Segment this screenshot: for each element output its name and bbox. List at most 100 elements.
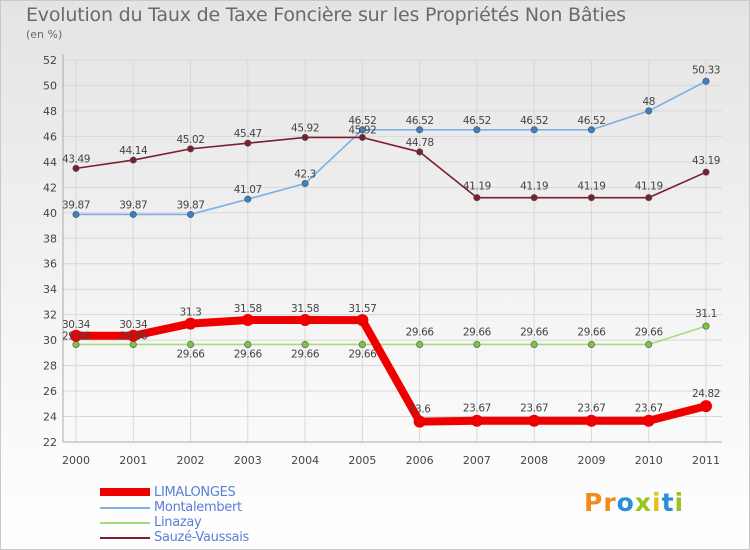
line-chart: 22 24 26 28 30 32 34 36 38 40 42 44 46 48 50 52 2000 2001…: [43, 54, 722, 467]
data-label-sauz-vaussais: 41.19: [635, 181, 663, 193]
data-label-linazay: 29.66: [463, 326, 492, 338]
chart-title: Evolution du Taux de Taxe Foncière sur l…: [26, 4, 626, 26]
data-label-linazay: 31.1: [695, 308, 717, 320]
data-point-limalonges: [528, 414, 541, 427]
data-point-limalonges: [299, 314, 312, 327]
legend-label: Sauzé-Vaussais: [154, 530, 249, 545]
data-label-montalembert: 48: [642, 96, 655, 108]
data-point-limalonges: [184, 317, 197, 330]
y-tick-label: 22: [43, 436, 57, 449]
y-tick-label: 38: [43, 232, 57, 245]
proxiti-logo: Proxiti: [584, 488, 684, 517]
data-point-sauz-vaussais: [72, 164, 80, 172]
data-label-linazay: 29.66: [520, 326, 549, 338]
data-point-linazay: [645, 340, 653, 348]
y-tick-label: 46: [43, 130, 57, 143]
data-point-linazay: [358, 340, 366, 348]
data-label-limalonges: 30.34: [119, 319, 148, 331]
data-point-montalembert: [645, 107, 653, 115]
y-tick-label: 28: [43, 360, 57, 373]
data-point-sauz-vaussais: [129, 156, 137, 164]
series-line-montalembert: [75, 80, 707, 216]
data-label-sauz-vaussais: 41.19: [463, 181, 491, 193]
chart-subtitle: (en %): [26, 28, 63, 41]
data-point-linazay: [301, 340, 309, 348]
x-tick-label: 2008: [520, 454, 548, 467]
data-label-limalonges: 23.67: [577, 403, 605, 415]
y-tick-label: 44: [43, 156, 57, 169]
logo-letter: P: [584, 488, 604, 517]
data-label-linazay: 29.66: [62, 330, 91, 342]
legend-label: LIMALONGES: [154, 485, 236, 500]
data-label-limalonges: 23.67: [520, 403, 548, 415]
y-tick-label: 48: [43, 105, 57, 118]
data-label-linazay: 29.66: [234, 348, 263, 360]
data-label-sauz-vaussais: 41.19: [520, 181, 548, 193]
logo-letter: o: [616, 488, 635, 517]
data-label-linazay: 29.66: [577, 326, 606, 338]
data-label-limalonges: 23.67: [635, 403, 663, 415]
logo-letter: t: [661, 488, 675, 517]
y-tick-label: 36: [43, 258, 57, 271]
data-point-linazay: [416, 340, 424, 348]
data-point-limalonges: [413, 415, 426, 428]
data-label-limalonges: 30.34: [62, 319, 91, 331]
data-point-linazay: [187, 340, 195, 348]
y-tick-label: 34: [43, 283, 57, 296]
x-tick-label: 2006: [406, 454, 434, 467]
x-tick-label: 2000: [62, 454, 90, 467]
data-label-linazay: 29.66: [177, 348, 206, 360]
series-layer: [70, 77, 712, 428]
data-label-sauz-vaussais: 45.47: [234, 128, 262, 140]
y-tick-label: 50: [43, 79, 57, 92]
series-line-sauz-vaussais: [75, 136, 707, 199]
data-point-montalembert: [301, 180, 309, 188]
data-point-linazay: [587, 340, 595, 348]
data-point-limalonges: [70, 329, 82, 342]
data-label-montalembert: 46.52: [348, 115, 376, 127]
data-label-limalonges: 24.82: [692, 388, 720, 400]
data-label-linazay: 29.66: [348, 348, 377, 360]
data-label-montalembert: 46.52: [520, 115, 548, 127]
data-label-sauz-vaussais: 43.19: [692, 155, 720, 167]
data-label-limalonges: 23.6: [409, 404, 431, 416]
legend-swatch: [100, 488, 150, 496]
x-tick-label: 2011: [692, 454, 720, 467]
data-point-limalonges: [642, 414, 655, 427]
data-label-sauz-vaussais: 44.78: [406, 137, 434, 149]
data-point-limalonges: [241, 314, 254, 327]
legend-swatch: [100, 522, 150, 524]
data-point-sauz-vaussais: [358, 133, 366, 141]
x-tick-label: 2001: [119, 454, 147, 467]
x-tick-label: 2007: [463, 454, 491, 467]
data-label-montalembert: 39.87: [177, 199, 205, 211]
data-point-linazay: [530, 340, 538, 348]
data-point-montalembert: [358, 126, 366, 134]
data-label-sauz-vaussais: 44.14: [119, 145, 148, 157]
x-tick-label: 2005: [348, 454, 376, 467]
y-tick-label: 32: [43, 309, 57, 322]
data-point-montalembert: [473, 126, 481, 134]
data-point-sauz-vaussais: [530, 194, 538, 202]
x-tick-label: 2010: [635, 454, 663, 467]
data-label-montalembert: 41.07: [234, 184, 262, 196]
data-point-limalonges: [700, 400, 712, 413]
data-point-montalembert: [129, 210, 137, 218]
y-tick-label: 42: [43, 181, 57, 194]
data-label-linazay: 29.66: [406, 326, 435, 338]
data-point-sauz-vaussais: [473, 194, 481, 202]
data-point-limalonges: [356, 314, 369, 327]
data-label-limalonges: 31.58: [234, 303, 262, 315]
data-label-sauz-vaussais: 45.02: [177, 134, 205, 146]
y-tick-label: 30: [43, 334, 57, 347]
data-label-sauz-vaussais: 45.92: [348, 124, 376, 136]
data-label-montalembert: 39.87: [119, 199, 147, 211]
data-label-montalembert: 46.52: [406, 115, 434, 127]
data-point-sauz-vaussais: [187, 145, 195, 153]
data-point-montalembert: [72, 210, 80, 218]
data-point-limalonges: [585, 414, 598, 427]
data-label-limalonges: 31.3: [180, 307, 202, 319]
data-point-montalembert: [244, 195, 252, 203]
